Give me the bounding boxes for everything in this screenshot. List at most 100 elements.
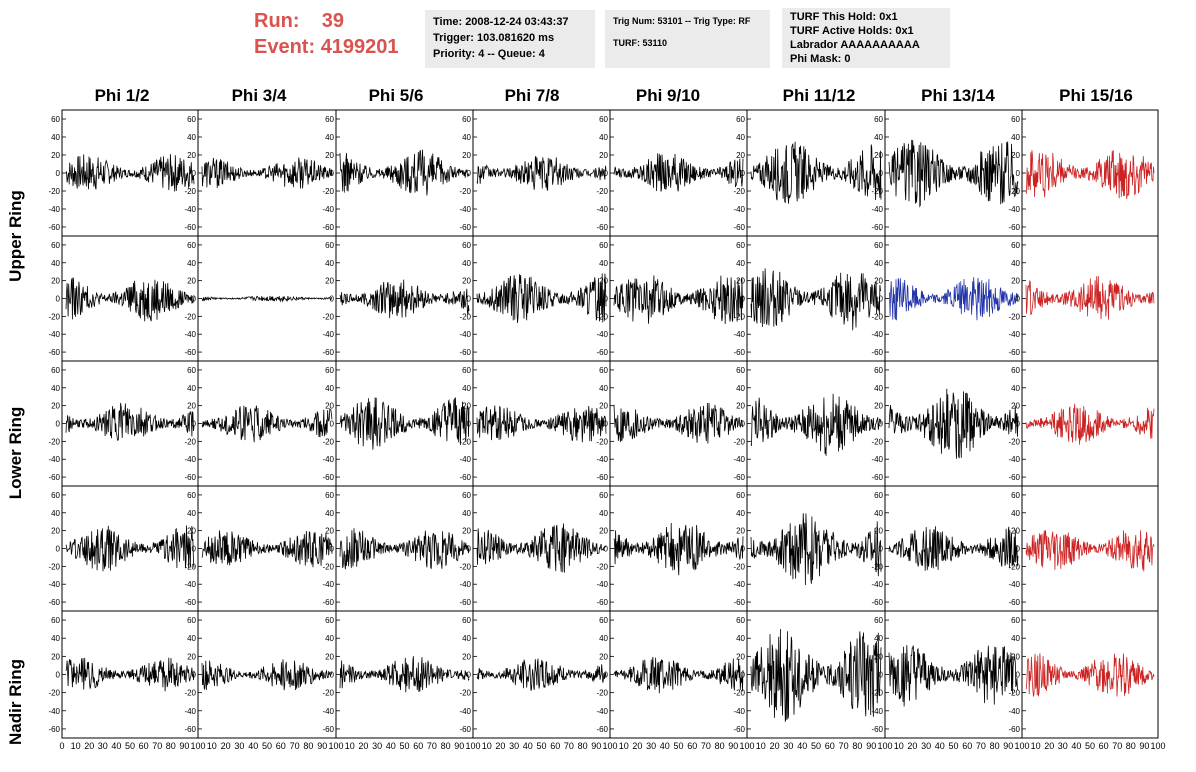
y-tick-label: -60 [322, 473, 334, 482]
x-tick-label: 60 [550, 741, 560, 751]
y-tick-label: 0 [1016, 295, 1021, 304]
y-tick-label: 40 [874, 133, 883, 142]
run-line: Run: 39 [254, 8, 399, 34]
y-tick-label: 20 [874, 527, 883, 536]
x-tick-label: 80 [578, 741, 588, 751]
y-tick-label: 0 [879, 420, 884, 429]
waveform-panel: 60 40 20 0 -20 -40 -60 [322, 610, 474, 739]
y-tick-label: 60 [462, 241, 471, 250]
y-tick-label: -20 [459, 562, 471, 571]
y-tick-label: -60 [871, 473, 883, 482]
waveform-panel: 60 40 20 0 -20 -40 -60 [322, 485, 474, 612]
y-tick-label: 20 [325, 402, 334, 411]
y-tick-label: -60 [733, 473, 745, 482]
y-tick-label: 40 [599, 384, 608, 393]
x-tick-label: 20 [770, 741, 780, 751]
waveform-panel: 60 40 20 0 -20 -40 -60 [459, 109, 611, 237]
waveform-trace [339, 397, 470, 450]
y-tick-label: -60 [48, 725, 60, 734]
y-tick-label: 20 [1011, 402, 1020, 411]
y-tick-label: 20 [736, 527, 745, 536]
y-tick-label: -40 [1008, 330, 1020, 339]
y-tick-label: 60 [599, 491, 608, 500]
y-tick-label: 20 [187, 277, 196, 286]
y-tick-label: -40 [322, 455, 334, 464]
x-tick-label: 10 [756, 741, 766, 751]
waveform-panel: 60 40 20 0 -20 -40 -60 [1008, 109, 1159, 237]
y-tick-label: -20 [48, 187, 60, 196]
y-tick-label: -20 [322, 437, 334, 446]
y-tick-label: 40 [325, 509, 334, 518]
y-tick-label: 40 [1011, 133, 1020, 142]
y-tick-label: 0 [879, 545, 884, 554]
x-tick-label: 20 [907, 741, 917, 751]
y-tick-label: -40 [1008, 707, 1020, 716]
y-tick-label: 0 [56, 545, 61, 554]
y-tick-label: -60 [184, 223, 196, 232]
y-tick-label: 20 [325, 277, 334, 286]
waveform-trace [888, 645, 1019, 707]
y-tick-label: 0 [330, 420, 335, 429]
waveform-panel: 60 40 20 0 -20 -40 -60 [596, 235, 748, 362]
x-tick-label: 30 [921, 741, 931, 751]
x-tick-label: 30 [98, 741, 108, 751]
y-tick-label: 20 [325, 527, 334, 536]
waveform-panel: 60 40 20 0 -20 -40 -60 [733, 485, 886, 612]
y-tick-label: 0 [1016, 671, 1021, 680]
y-tick-label: -60 [322, 223, 334, 232]
y-tick-label: 40 [187, 259, 196, 268]
x-tick-label: 80 [1126, 741, 1136, 751]
y-tick-label: 60 [462, 366, 471, 375]
x-tick-label: 10 [1031, 741, 1041, 751]
y-tick-label: 40 [462, 133, 471, 142]
y-tick-label: 20 [599, 652, 608, 661]
y-tick-label: -60 [48, 598, 60, 607]
run-event-label: Run: 39 Event: 4199201 [254, 8, 399, 60]
y-tick-label: 0 [1016, 545, 1021, 554]
y-tick-label: -60 [596, 725, 608, 734]
y-tick-label: -40 [184, 707, 196, 716]
y-tick-label: 0 [192, 169, 197, 178]
time-info-box: Time: 2008-12-24 03:43:37 Trigger: 103.0… [425, 10, 595, 68]
waveform-panel: 60 40 20 0 -20 -40 -60 [322, 109, 474, 237]
y-tick-label: 0 [741, 420, 746, 429]
y-tick-label: -20 [459, 689, 471, 698]
x-tick-label: 90 [1139, 741, 1149, 751]
y-tick-label: 0 [467, 169, 472, 178]
y-tick-label: 60 [325, 366, 334, 375]
y-tick-label: 20 [736, 151, 745, 160]
waveform-trace [888, 388, 1019, 459]
y-tick-label: 0 [330, 295, 335, 304]
y-tick-label: 0 [604, 671, 609, 680]
x-tick-label: 80 [715, 741, 725, 751]
y-tick-label: 60 [736, 241, 745, 250]
waveform-panel: 60 40 20 0 -20 -40 -60 [48, 235, 199, 362]
y-tick-label: -20 [596, 187, 608, 196]
x-tick-label: 50 [811, 741, 821, 751]
y-tick-label: 60 [736, 366, 745, 375]
y-tick-label: 40 [51, 509, 60, 518]
y-tick-label: 20 [1011, 277, 1020, 286]
y-tick-label: 40 [462, 509, 471, 518]
y-tick-label: 40 [462, 634, 471, 643]
y-tick-label: -60 [322, 598, 334, 607]
y-tick-label: 20 [51, 151, 60, 160]
y-tick-label: -20 [1008, 312, 1020, 321]
waveform-trace [339, 656, 470, 693]
waveform-panel: 60 40 20 0 -20 -40 -60 [1008, 485, 1159, 612]
x-tick-label: 40 [248, 741, 258, 751]
y-tick-label: -60 [871, 598, 883, 607]
waveform-trace [201, 295, 333, 303]
turf-info-box: TURF This Hold: 0x1 TURF Active Holds: 0… [782, 8, 950, 68]
y-tick-label: -20 [871, 437, 883, 446]
y-tick-label: 60 [325, 115, 334, 124]
y-tick-label: -20 [322, 689, 334, 698]
y-tick-label: 60 [874, 491, 883, 500]
y-tick-label: -20 [184, 437, 196, 446]
x-tick-label: 100 [1014, 741, 1029, 751]
waveform-trace [613, 275, 744, 325]
waveform-trace [476, 156, 607, 191]
y-tick-label: -20 [871, 187, 883, 196]
y-tick-label: 0 [56, 295, 61, 304]
run-label: Run: [254, 10, 300, 32]
